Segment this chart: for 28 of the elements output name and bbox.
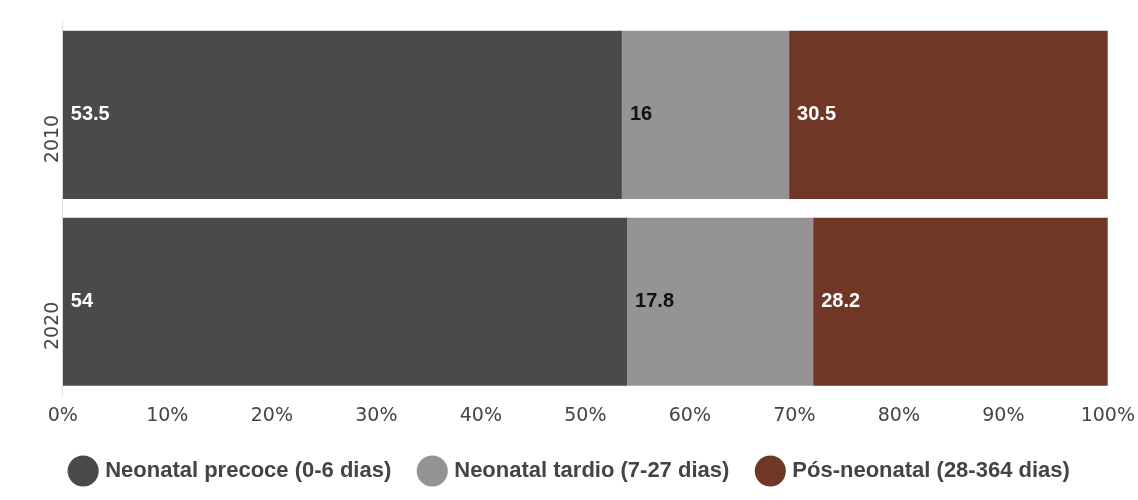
x-tick-label: 60% [668,402,711,425]
bar [789,30,1108,199]
x-tick-label: 100% [1080,402,1135,425]
data-label: 28.2 [821,289,861,312]
x-tick-label: 80% [877,402,920,425]
legend-label: Pós-neonatal (28-364 dias) [792,457,1070,483]
bar [62,30,622,199]
legend-label: Neonatal tardio (7-27 dias) [454,457,730,483]
bar [813,217,1108,386]
bar [62,217,628,386]
x-tick-label: 50% [564,402,607,425]
x-tick-label: 40% [459,402,502,425]
data-label: 54 [70,289,94,312]
x-tick-label: 10% [146,402,189,425]
x-tick-label: 30% [355,402,398,425]
legend-label: Neonatal precoce (0-6 dias) [105,457,392,483]
bar [621,30,790,199]
x-tick-label: 70% [773,402,816,425]
x-tick-label: 20% [250,402,293,425]
x-tick-label: 0% [47,402,78,425]
data-label: 30.5 [797,102,837,125]
x-tick-label: 90% [982,402,1025,425]
data-label: 53.5 [70,102,110,125]
data-label: 17.8 [635,289,675,312]
data-label: 16 [629,102,653,125]
bar [627,217,814,386]
y-tick-label: 2010 [39,114,62,164]
y-tick-label: 2020 [39,301,62,351]
